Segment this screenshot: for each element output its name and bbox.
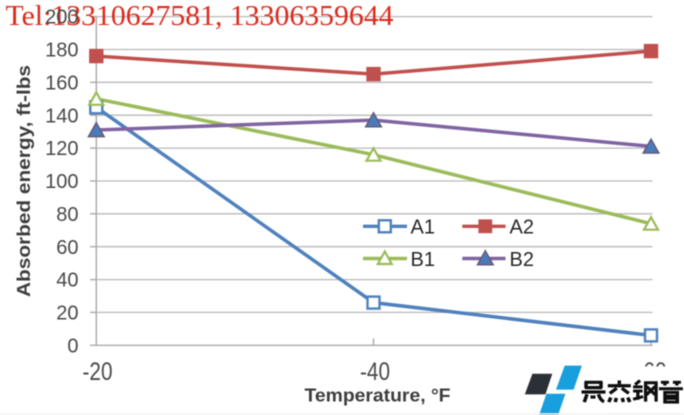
svg-text:20: 20 [56,303,78,325]
svg-text:B2: B2 [510,249,534,271]
svg-text:Temperature, °F: Temperature, °F [305,386,451,406]
svg-text:Tel:13310627581, 13306359644: Tel:13310627581, 13306359644 [6,0,395,32]
svg-text:B1: B1 [411,249,435,271]
svg-text:140: 140 [45,105,78,127]
svg-text:-40: -40 [360,358,390,386]
svg-text:A1: A1 [411,217,435,239]
svg-text:A2: A2 [510,217,534,239]
svg-text:200: 200 [45,7,78,29]
svg-text:-20: -20 [83,358,113,386]
svg-text:180: 180 [45,40,78,62]
svg-text:100: 100 [45,171,78,193]
svg-text:Absorbed energy, ft-lbs: Absorbed energy, ft-lbs [14,65,34,297]
svg-text:0: 0 [67,335,78,357]
svg-text:40: 40 [56,270,78,292]
svg-text:80: 80 [56,204,78,226]
svg-text:60: 60 [56,237,78,259]
svg-text:120: 120 [45,138,78,160]
svg-text:160: 160 [45,72,78,94]
